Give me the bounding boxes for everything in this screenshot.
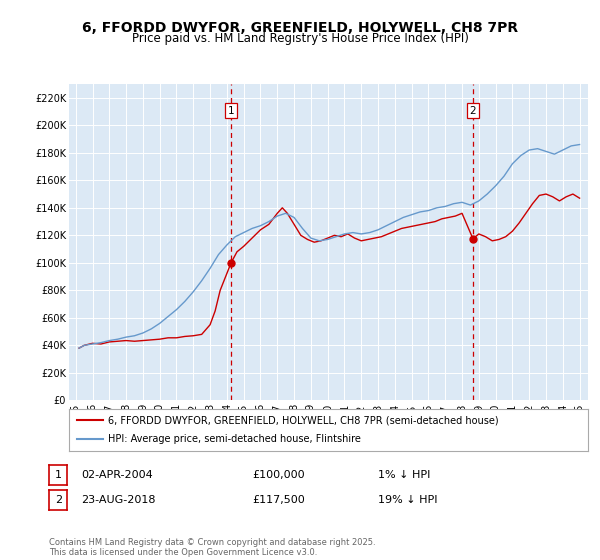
Text: £117,500: £117,500 xyxy=(252,495,305,505)
Text: 2: 2 xyxy=(470,106,476,116)
Text: 1: 1 xyxy=(55,470,62,480)
Text: Price paid vs. HM Land Registry's House Price Index (HPI): Price paid vs. HM Land Registry's House … xyxy=(131,32,469,45)
Text: 02-APR-2004: 02-APR-2004 xyxy=(81,470,153,480)
Text: Contains HM Land Registry data © Crown copyright and database right 2025.
This d: Contains HM Land Registry data © Crown c… xyxy=(49,538,376,557)
Text: 19% ↓ HPI: 19% ↓ HPI xyxy=(378,495,437,505)
Text: 2: 2 xyxy=(55,495,62,505)
Text: £100,000: £100,000 xyxy=(252,470,305,480)
Text: 1% ↓ HPI: 1% ↓ HPI xyxy=(378,470,430,480)
Text: HPI: Average price, semi-detached house, Flintshire: HPI: Average price, semi-detached house,… xyxy=(108,435,361,445)
Text: 6, FFORDD DWYFOR, GREENFIELD, HOLYWELL, CH8 7PR (semi-detached house): 6, FFORDD DWYFOR, GREENFIELD, HOLYWELL, … xyxy=(108,415,499,425)
Text: 1: 1 xyxy=(228,106,235,116)
Text: 6, FFORDD DWYFOR, GREENFIELD, HOLYWELL, CH8 7PR: 6, FFORDD DWYFOR, GREENFIELD, HOLYWELL, … xyxy=(82,21,518,35)
Text: 23-AUG-2018: 23-AUG-2018 xyxy=(81,495,155,505)
